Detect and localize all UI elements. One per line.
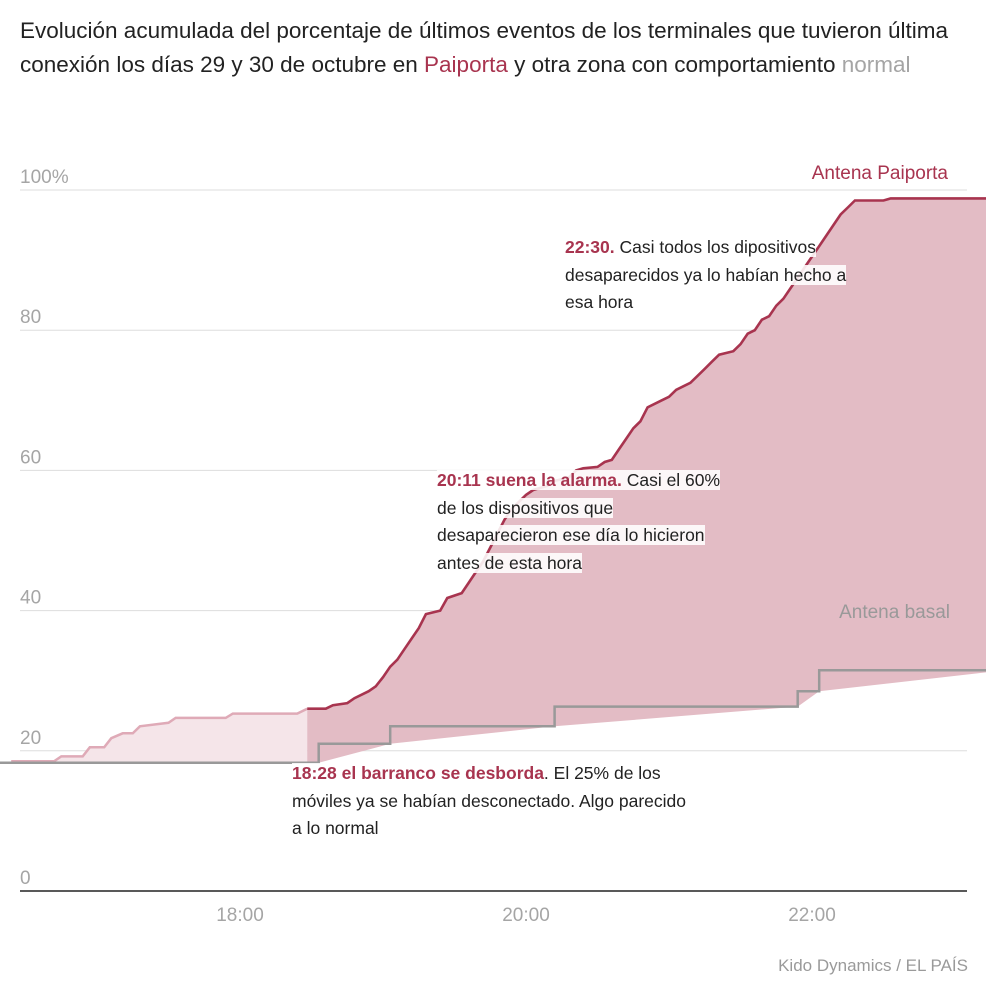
title-highlight-paiporta: Paiporta <box>424 52 508 77</box>
label-antena-paiporta: Antena Paiporta <box>812 163 949 184</box>
title-part1: Evolución acumulada del porcentaje de úl… <box>20 18 949 77</box>
y-tick-label-0: 0 <box>20 868 31 889</box>
y-tick-label-100: 100% <box>20 167 69 188</box>
annotation-18-28: 18:28 el barranco se desborda. El 25% de… <box>292 760 692 843</box>
annotation-20-11-text: Casi el 60% de los dispositivos que desa… <box>437 470 721 573</box>
y-tick-label-80: 80 <box>20 307 41 328</box>
annotation-20-11: 20:11 suena la alarma. Casi el 60% de lo… <box>437 467 737 577</box>
annotation-22-30-text: Casi todos los dipositivos desaparecidos… <box>565 237 847 312</box>
line-basal <box>0 668 986 764</box>
annotation-22-30: 22:30. Casi todos los dipositivos desapa… <box>565 234 865 317</box>
x-tick-label-2200: 22:00 <box>788 905 836 926</box>
y-tick-label-60: 60 <box>20 447 41 468</box>
line-paiporta <box>307 197 986 710</box>
line-paiporta-early <box>11 707 308 763</box>
annotation-22-30-bold: 22:30. <box>565 237 615 257</box>
title-part2: y otra zona con comportamiento <box>507 52 842 77</box>
area-before-overflow <box>11 708 308 763</box>
series-lines <box>0 197 986 764</box>
x-tick-label-2000: 20:00 <box>502 905 550 926</box>
x-tick-label-1800: 18:00 <box>216 905 264 926</box>
title-highlight-normal: normal <box>841 52 911 77</box>
source-credit: Kido Dynamics / EL PAÍS <box>778 956 968 975</box>
label-antena-basal: Antena basal <box>839 602 950 623</box>
y-tick-label-40: 40 <box>20 588 41 609</box>
annotation-18-28-text: . El 25% de los móviles ya se habían des… <box>292 763 687 838</box>
chart-title: Evolución acumulada del porcentaje de úl… <box>20 14 970 82</box>
series-labels: Antena Paiporta Antena basal <box>812 163 950 623</box>
y-tick-label-20: 20 <box>20 728 41 749</box>
annotation-20-11-bold: 20:11 suena la alarma. <box>437 470 622 490</box>
annotation-18-28-bold: 18:28 el barranco se desborda <box>292 763 544 783</box>
